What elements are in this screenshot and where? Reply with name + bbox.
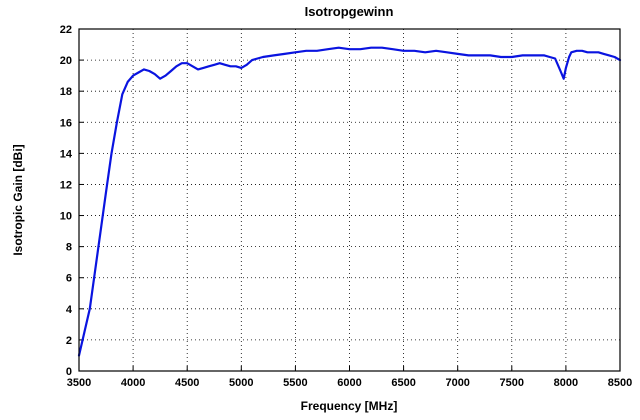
y-tick-label: 10 <box>60 211 72 223</box>
grid-layer <box>79 29 620 371</box>
series-line <box>77 46 622 357</box>
x-tick-label: 5500 <box>283 377 307 389</box>
y-tick-label: 20 <box>60 55 72 67</box>
x-tick-label: 8000 <box>554 377 578 389</box>
y-tick-label: 2 <box>66 335 72 347</box>
tick-layer: 3500 4000 4500 5000 5500 6000 6500 7000 7500 8000… <box>60 24 632 389</box>
plot-frame <box>78 28 621 372</box>
y-tick-label: 16 <box>60 117 72 129</box>
y-tick-label: 6 <box>66 273 72 285</box>
y-tick-label: 8 <box>66 242 72 254</box>
y-tick-label: 14 <box>60 148 73 160</box>
x-tick-label: 4500 <box>175 377 199 389</box>
y-tick-label: 4 <box>66 304 73 316</box>
x-tick-label: 7000 <box>445 377 469 389</box>
x-tick-label: 6500 <box>391 377 415 389</box>
x-tick-label: 8500 <box>608 377 632 389</box>
y-tick-label: 12 <box>60 179 72 191</box>
y-tick-label: 22 <box>60 24 72 36</box>
x-tick-label: 3500 <box>67 377 91 389</box>
y-tick-label: 0 <box>66 366 72 378</box>
x-tick-label: 6000 <box>337 377 361 389</box>
y-tick-label: 18 <box>60 86 72 98</box>
x-tick-label: 5000 <box>229 377 253 389</box>
series-layer <box>77 46 622 357</box>
x-tick-label: 4000 <box>121 377 145 389</box>
chart-title: Isotropgewinn <box>305 4 394 19</box>
x-axis-label: Frequency [MHz] <box>301 399 398 413</box>
x-tick-label: 7500 <box>500 377 524 389</box>
y-axis-label: Isotropic Gain [dBi] <box>11 144 25 255</box>
